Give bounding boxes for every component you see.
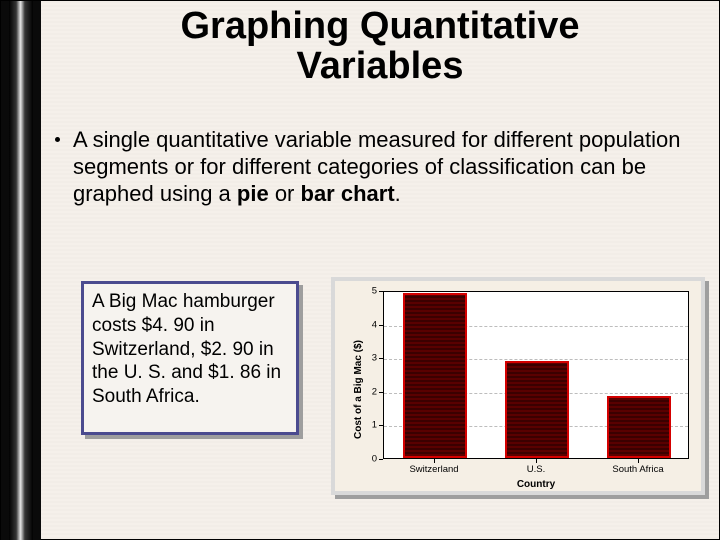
title-line-1: Graphing Quantitative	[51, 7, 709, 47]
bullet-bold-barchart: bar chart	[301, 181, 395, 206]
chart-bar	[403, 293, 466, 458]
chart-container: Cost of a Big Mac ($) 012345 Switzerland…	[331, 277, 705, 495]
bullet-text: A single quantitative variable measured …	[73, 127, 695, 207]
chart-plot-area	[383, 291, 689, 459]
chart-y-tick-label: 1	[363, 420, 377, 431]
chart-x-axis-label: Country	[383, 479, 689, 490]
chart-y-tick-mark	[379, 459, 383, 460]
chart-x-tick-mark	[638, 459, 639, 463]
chart-x-tick-mark	[536, 459, 537, 463]
slide-title: Graphing Quantitative Variables	[51, 7, 709, 87]
left-decor-strip	[1, 1, 41, 540]
chart-x-tick-mark	[434, 459, 435, 463]
chart-bar	[607, 396, 670, 458]
title-line-2: Variables	[51, 47, 709, 87]
chart-y-tick-label: 5	[363, 286, 377, 297]
bullet-row: A single quantitative variable measured …	[73, 127, 695, 207]
chart-y-tick-label: 4	[363, 319, 377, 330]
caption-text: A Big Mac hamburger costs $4. 90 in Swit…	[92, 291, 281, 407]
bullet-text-suffix: .	[395, 181, 401, 206]
chart-y-tick-label: 3	[363, 353, 377, 364]
chart-x-tick-label: South Africa	[612, 464, 663, 475]
bullet-dot-icon	[55, 137, 60, 142]
left-decor-shade	[9, 1, 33, 540]
chart-y-tick-label: 2	[363, 386, 377, 397]
chart-x-tick-label: U.S.	[527, 464, 545, 475]
chart-bar	[505, 361, 568, 458]
bullet-text-mid: or	[269, 181, 301, 206]
slide: Graphing Quantitative Variables A single…	[0, 0, 720, 540]
chart-y-tick-label: 0	[363, 454, 377, 465]
chart-panel: Cost of a Big Mac ($) 012345 Switzerland…	[335, 281, 701, 491]
caption-box: A Big Mac hamburger costs $4. 90 in Swit…	[81, 281, 299, 435]
bullet-bold-pie: pie	[237, 181, 269, 206]
chart-x-tick-label: Switzerland	[409, 464, 458, 475]
